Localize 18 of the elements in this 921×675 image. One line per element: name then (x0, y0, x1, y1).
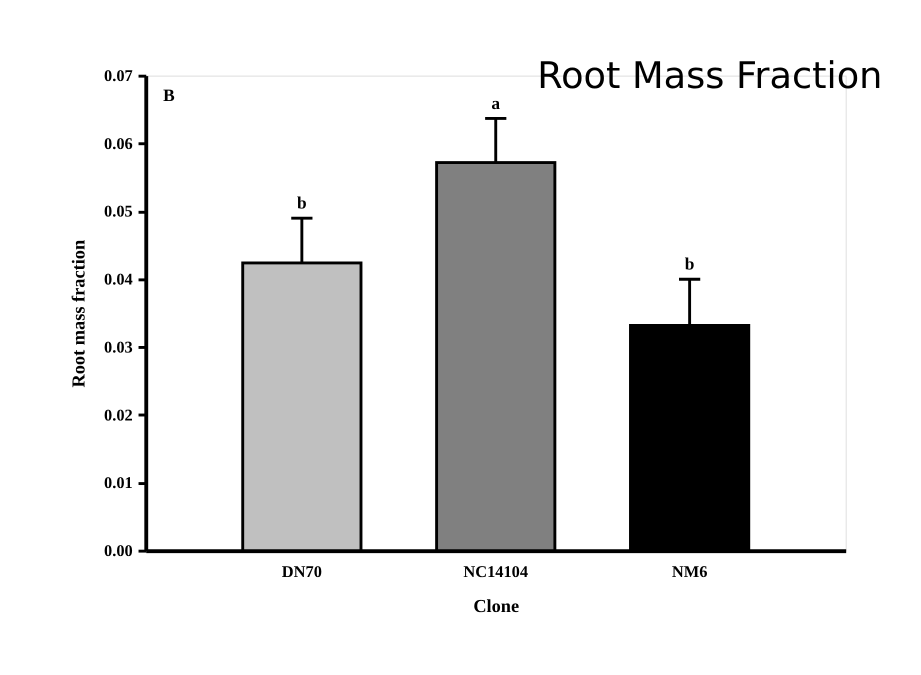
y-tick-label: 0.07 (104, 66, 133, 85)
y-axis-title: Root mass fraction (68, 240, 89, 388)
annotation: b (684, 254, 694, 274)
y-tick-label: 0.04 (104, 270, 133, 289)
x-tick-label: DN70 (282, 562, 322, 582)
y-tick-label: 0.00 (104, 540, 133, 560)
y-tick-label: 0.01 (104, 473, 133, 492)
annotation: a (491, 94, 500, 113)
chart-title: Root Mass Fraction (537, 54, 882, 98)
y-tick-label: 0.06 (104, 134, 133, 153)
annotation: b (297, 194, 307, 213)
y-tick-label: 0.03 (104, 337, 133, 356)
annotation: B (163, 86, 176, 105)
y-tick-label: 0.05 (104, 202, 133, 221)
y-tick-label: 0.02 (104, 405, 133, 424)
x-tick-label: NM6 (672, 562, 708, 582)
x-tick-label: NC14104 (463, 562, 528, 582)
x-axis-title: Clone (473, 596, 520, 616)
